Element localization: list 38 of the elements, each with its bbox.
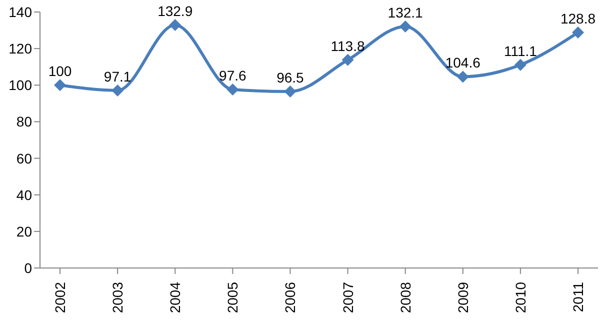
data-label: 128.8 — [560, 10, 596, 26]
data-label: 97.6 — [219, 68, 247, 84]
y-tick-label: 60 — [16, 150, 32, 166]
y-tick-label: 120 — [8, 40, 32, 57]
point — [342, 54, 354, 66]
x-tick-label: 2009 — [454, 282, 471, 314]
y-tick-label: 40 — [16, 186, 32, 203]
point — [456, 70, 469, 83]
x-tick-label: 2005 — [224, 282, 241, 314]
point — [284, 86, 296, 98]
data-label: 132.9 — [158, 2, 193, 19]
x-tick-label: 2010 — [512, 282, 528, 314]
x-tick-label: 2007 — [340, 282, 356, 314]
x-tick-label: 2002 — [52, 282, 68, 314]
point — [399, 20, 412, 32]
x-tick-label: 2011 — [570, 282, 586, 312]
point — [54, 79, 66, 92]
point — [112, 84, 124, 96]
x-tick-label: 2006 — [282, 282, 298, 314]
x-tick-label: 2003 — [110, 282, 126, 314]
x-tick-label: 2004 — [167, 282, 184, 314]
point — [514, 58, 526, 71]
y-tick-label: 20 — [16, 223, 32, 240]
point — [226, 84, 239, 96]
y-tick-label: 100 — [8, 77, 32, 94]
data-label: 111.1 — [504, 42, 538, 59]
data-label: 104.6 — [445, 54, 481, 71]
y-tick-label: 0 — [24, 260, 32, 276]
y-tick-label: 140 — [8, 4, 32, 20]
data-label: 100 — [48, 63, 72, 80]
y-tick-label: 80 — [16, 114, 32, 130]
data-label: 96.5 — [276, 70, 304, 86]
point — [572, 26, 584, 38]
data-label: 132.1 — [388, 4, 424, 20]
point — [169, 18, 182, 31]
data-label: 97.1 — [104, 68, 132, 84]
data-label: 113.8 — [330, 38, 365, 54]
x-tick-label: 2008 — [397, 282, 414, 314]
